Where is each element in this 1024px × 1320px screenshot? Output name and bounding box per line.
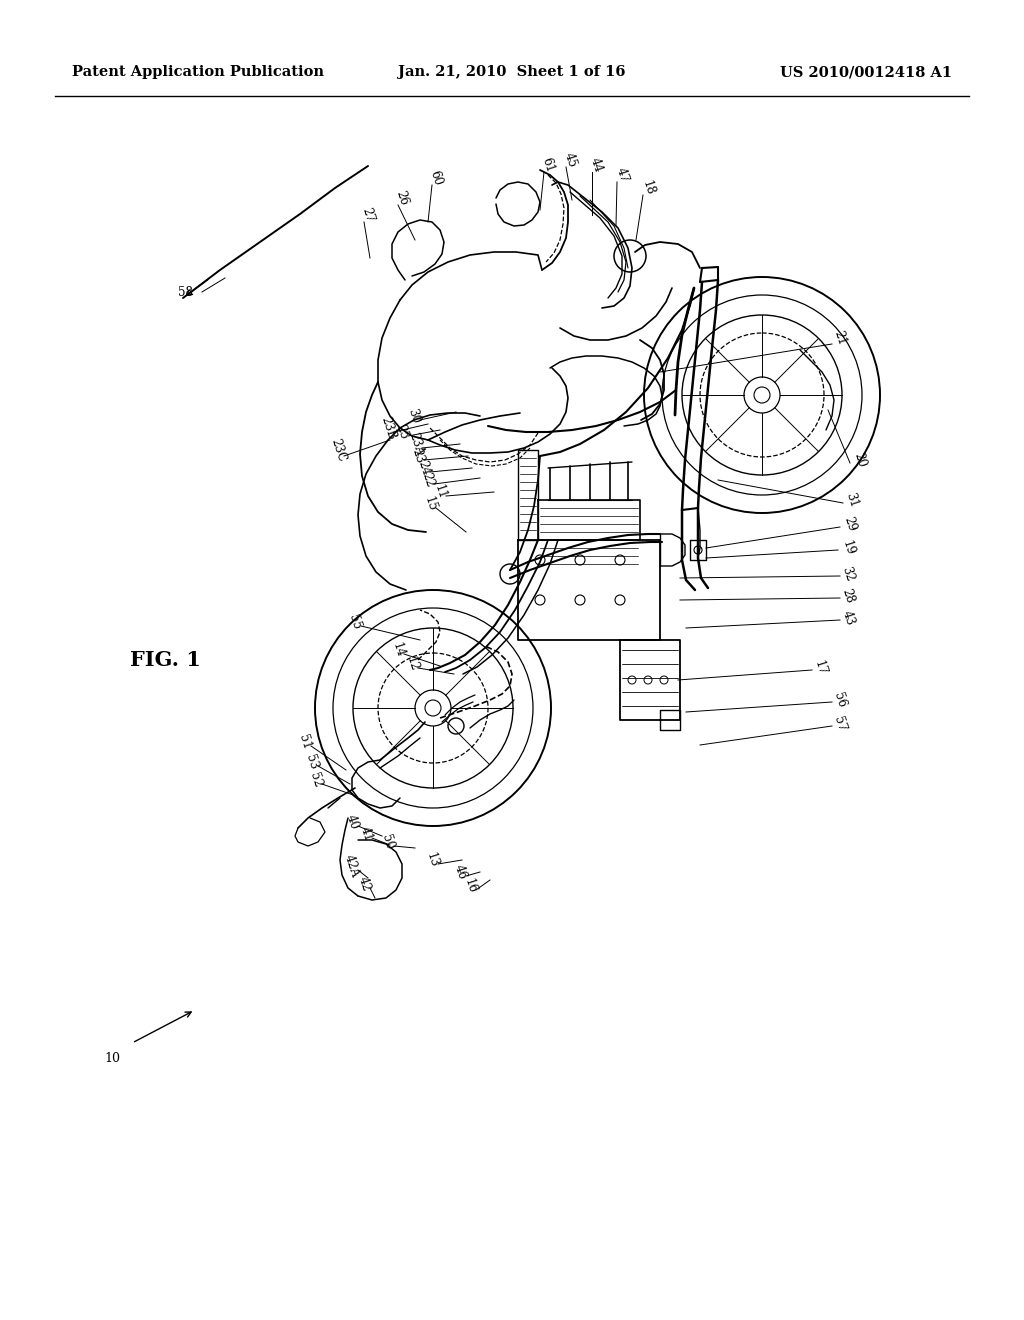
Text: 11: 11 <box>431 483 449 502</box>
Text: 17: 17 <box>811 659 828 677</box>
Text: 60: 60 <box>427 169 444 187</box>
Text: 52: 52 <box>307 771 325 789</box>
Text: 44: 44 <box>588 156 604 174</box>
Text: FIG. 1: FIG. 1 <box>130 649 201 671</box>
Text: 45: 45 <box>561 150 579 169</box>
Text: 23C: 23C <box>328 437 348 463</box>
Text: 15: 15 <box>422 495 438 513</box>
Text: 41: 41 <box>357 825 375 843</box>
Text: 53: 53 <box>303 752 321 771</box>
Text: 51: 51 <box>297 733 313 751</box>
Text: 23B: 23B <box>378 414 398 441</box>
Text: 55: 55 <box>346 612 364 631</box>
Text: 30: 30 <box>406 407 423 425</box>
Text: 23: 23 <box>410 447 426 465</box>
Text: 32: 32 <box>840 565 856 583</box>
Text: 24: 24 <box>416 459 432 477</box>
Text: 23A: 23A <box>407 430 426 457</box>
Text: 56: 56 <box>831 690 849 709</box>
Text: 13: 13 <box>424 851 440 869</box>
Text: 43: 43 <box>840 609 856 627</box>
Text: Jan. 21, 2010  Sheet 1 of 16: Jan. 21, 2010 Sheet 1 of 16 <box>398 65 626 79</box>
Text: 47: 47 <box>613 166 631 185</box>
Text: 26: 26 <box>393 189 411 207</box>
Text: 42: 42 <box>355 875 373 894</box>
Text: 27: 27 <box>359 206 377 224</box>
Text: 14: 14 <box>389 642 407 659</box>
Text: 31: 31 <box>844 491 860 510</box>
Text: 22: 22 <box>420 471 436 488</box>
Text: 58: 58 <box>177 285 193 298</box>
Text: 10: 10 <box>104 1052 120 1064</box>
Text: Patent Application Publication: Patent Application Publication <box>72 65 324 79</box>
Text: 16: 16 <box>462 876 478 895</box>
Text: 29: 29 <box>842 515 858 533</box>
Text: 25: 25 <box>393 422 411 441</box>
Text: 28: 28 <box>840 587 856 605</box>
Text: 46: 46 <box>452 863 469 882</box>
Text: 57: 57 <box>831 715 849 733</box>
Text: 50: 50 <box>380 833 396 851</box>
Text: 20: 20 <box>852 451 868 469</box>
Text: 12: 12 <box>403 655 421 673</box>
Text: 19: 19 <box>840 539 856 557</box>
Text: 40: 40 <box>343 813 360 832</box>
Text: 61: 61 <box>540 156 556 174</box>
Text: US 2010/0012418 A1: US 2010/0012418 A1 <box>780 65 952 79</box>
Text: 18: 18 <box>640 180 656 197</box>
Text: 42A: 42A <box>342 853 361 879</box>
Text: 21: 21 <box>831 329 849 347</box>
